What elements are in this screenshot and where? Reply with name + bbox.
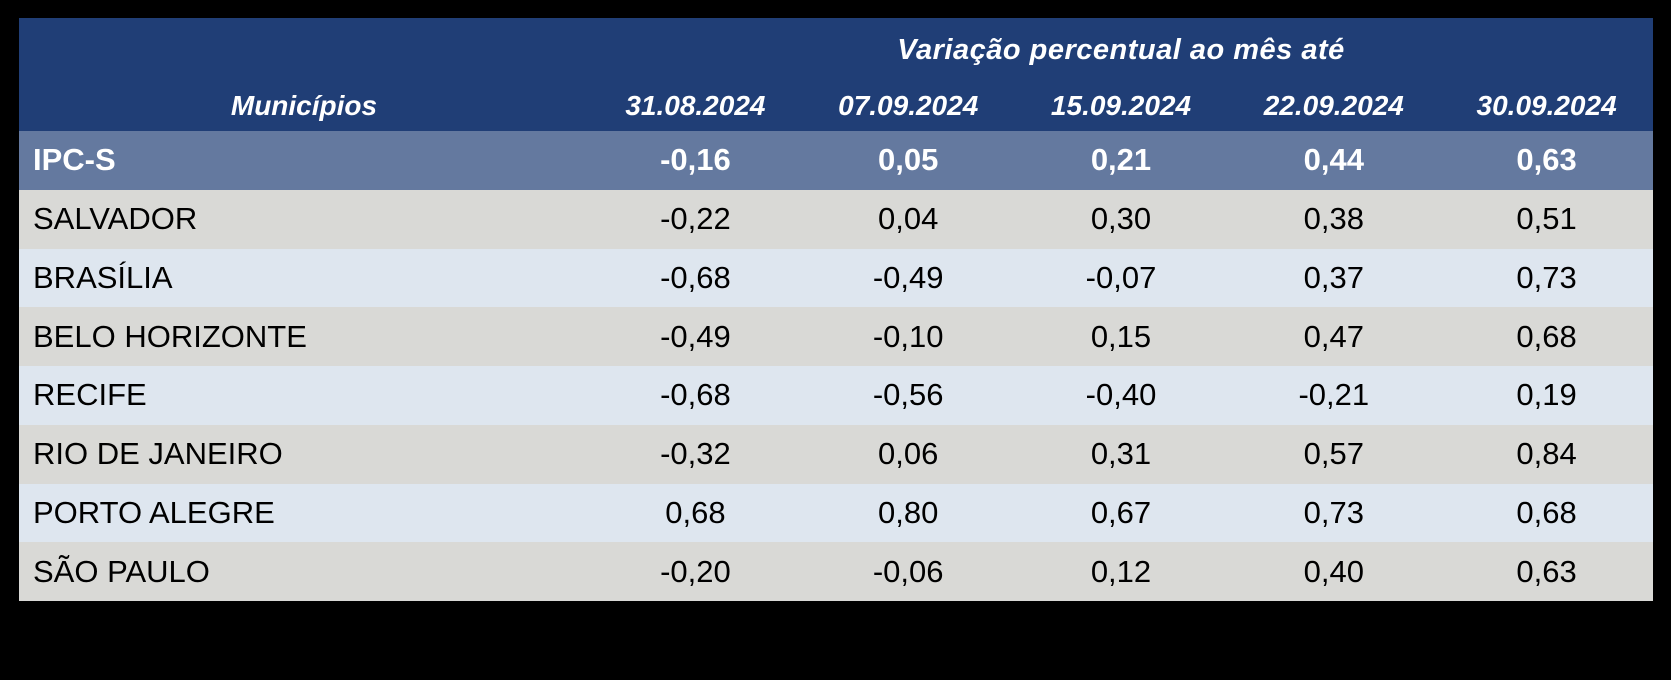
column-header-date-2: 07.09.2024 [838, 90, 979, 121]
value-cell: -0,40 [1085, 377, 1157, 413]
column-header-date-3: 15.09.2024 [1050, 90, 1192, 121]
row-label: BRASÍLIA [33, 259, 173, 295]
ipcs-table: Variação percentual ao mês até Município… [19, 18, 1653, 601]
table-title: Variação percentual ao mês até [897, 34, 1345, 66]
value-cell: 0,19 [1516, 377, 1577, 413]
value-cell: 0,05 [878, 142, 939, 178]
table-row: BRASÍLIA -0,68 -0,49 -0,07 0,37 0,73 [19, 248, 1653, 308]
column-header-date-5: 30.09.2024 [1476, 90, 1617, 121]
value-cell: 0,68 [1516, 494, 1577, 530]
column-header-municipios: Municípios [230, 90, 378, 121]
value-cell: 0,63 [1516, 142, 1577, 178]
value-cell: 0,06 [878, 436, 939, 472]
column-header-date-4: 22.09.2024 [1263, 90, 1404, 121]
value-cell: 0,15 [1090, 318, 1152, 354]
table-row: SALVADOR -0,22 0,04 0,30 0,38 0,51 [19, 189, 1653, 249]
value-cell: 0,84 [1516, 436, 1577, 472]
value-cell: 0,73 [1516, 259, 1577, 295]
value-cell: 0,04 [878, 201, 939, 237]
table-rows: IPC-S -0,16 0,05 0,21 0,44 0,63 SALVADOR -0,22 0… [19, 131, 1653, 601]
value-cell: 0,30 [1090, 201, 1152, 237]
table-row: RIO DE JANEIRO -0,32 0,06 0,31 0,57 0,84 [19, 424, 1653, 484]
value-cell: 0,37 [1303, 259, 1364, 295]
value-cell: 0,47 [1303, 318, 1364, 354]
value-cell: -0,21 [1298, 377, 1370, 413]
value-cell: 0,31 [1090, 436, 1152, 472]
column-header-date-1: 31.08.2024 [625, 90, 766, 121]
value-cell: 0,12 [1090, 553, 1152, 589]
value-cell: 0,68 [1516, 318, 1577, 354]
table-row: SÃO PAULO -0,20 -0,06 0,12 0,40 0,63 [19, 542, 1653, 601]
value-cell: -0,49 [660, 318, 731, 354]
table-row: PORTO ALEGRE 0,68 0,80 0,67 0,73 0,68 [19, 483, 1653, 543]
value-cell: -0,16 [660, 142, 731, 178]
value-cell: -0,22 [660, 201, 731, 237]
value-cell: -0,06 [872, 553, 944, 589]
value-cell: 0,57 [1303, 436, 1364, 472]
value-cell: 0,67 [1090, 494, 1152, 530]
value-cell: 0,80 [878, 494, 939, 530]
column-header-row: Municípios 31.08.2024 07.09.2024 15.09.2… [19, 90, 1653, 122]
row-label: SALVADOR [33, 201, 198, 237]
value-cell: -0,49 [872, 259, 944, 295]
table-header: Variação percentual ao mês até Município… [19, 18, 1653, 131]
row-label: BELO HORIZONTE [33, 318, 307, 354]
value-cell: 0,21 [1090, 142, 1152, 178]
table-row: RECIFE -0,68 -0,56 -0,40 -0,21 0,19 [19, 366, 1653, 425]
table-row: BELO HORIZONTE -0,49 -0,10 0,15 0,47 0,68 [19, 307, 1653, 366]
value-cell: -0,10 [872, 318, 944, 354]
value-cell: 0,40 [1303, 553, 1364, 589]
value-cell: -0,56 [872, 377, 944, 413]
value-cell: -0,07 [1085, 259, 1157, 295]
value-cell: -0,68 [660, 259, 731, 295]
value-cell: -0,20 [660, 553, 731, 589]
row-label: RECIFE [33, 377, 147, 413]
table-row: IPC-S -0,16 0,05 0,21 0,44 0,63 [19, 131, 1653, 190]
value-cell: 0,38 [1303, 201, 1364, 237]
value-cell: 0,73 [1303, 494, 1364, 530]
row-label: IPC-S [33, 142, 116, 178]
value-cell: 0,63 [1516, 553, 1577, 589]
value-cell: 0,51 [1516, 201, 1577, 237]
row-label: RIO DE JANEIRO [33, 436, 283, 472]
value-cell: 0,44 [1303, 142, 1364, 178]
row-label: SÃO PAULO [33, 553, 210, 589]
value-cell: -0,32 [660, 436, 731, 472]
row-label: PORTO ALEGRE [33, 494, 275, 530]
value-cell: 0,68 [665, 494, 726, 530]
value-cell: -0,68 [660, 377, 731, 413]
